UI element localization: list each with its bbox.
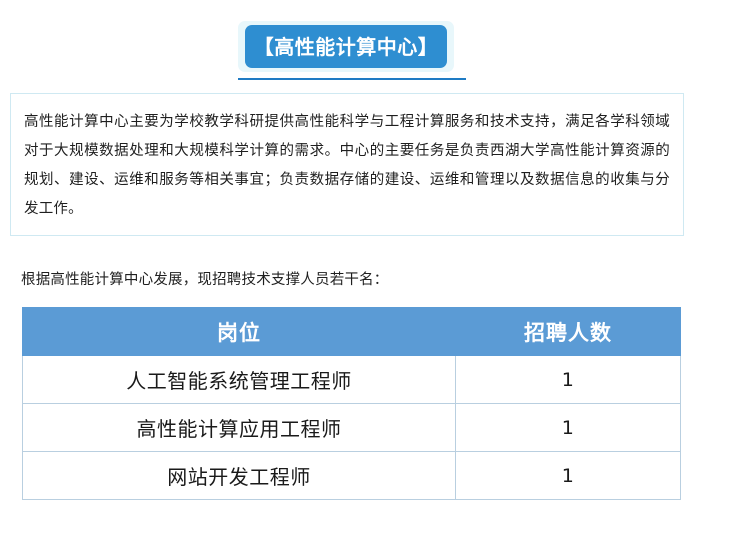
banner-title-button: 【高性能计算中心】 bbox=[245, 25, 447, 68]
table-row: 人工智能系统管理工程师 1 bbox=[22, 355, 681, 404]
column-header-position: 岗位 bbox=[22, 307, 456, 356]
table-row: 高性能计算应用工程师 1 bbox=[22, 403, 681, 452]
table-row: 网站开发工程师 1 bbox=[22, 451, 681, 500]
page-banner: 【高性能计算中心】 bbox=[0, 0, 731, 90]
column-header-count: 招聘人数 bbox=[455, 307, 681, 356]
job-positions-table: 岗位 招聘人数 人工智能系统管理工程师 1 高性能计算应用工程师 1 网站开发工… bbox=[22, 307, 681, 500]
table-header: 岗位 招聘人数 bbox=[22, 307, 681, 356]
cell-position: 人工智能系统管理工程师 bbox=[22, 355, 456, 404]
table-body: 人工智能系统管理工程师 1 高性能计算应用工程师 1 网站开发工程师 1 bbox=[22, 355, 681, 500]
recruitment-lead-in: 根据高性能计算中心发展，现招聘技术支撑人员若干名： bbox=[21, 272, 389, 288]
intro-box: 高性能计算中心主要为学校教学科研提供高性能科学与工程计算服务和技术支持，满足各学… bbox=[10, 93, 684, 236]
table-header-row: 岗位 招聘人数 bbox=[22, 307, 681, 356]
cell-position: 高性能计算应用工程师 bbox=[22, 403, 456, 452]
cell-position: 网站开发工程师 bbox=[22, 451, 456, 500]
cell-count: 1 bbox=[455, 403, 681, 452]
cell-count: 1 bbox=[455, 355, 681, 404]
banner-underline bbox=[238, 78, 466, 80]
cell-count: 1 bbox=[455, 451, 681, 500]
page-title: 【高性能计算中心】 bbox=[253, 34, 439, 59]
intro-paragraph: 高性能计算中心主要为学校教学科研提供高性能科学与工程计算服务和技术支持，满足各学… bbox=[24, 114, 670, 217]
